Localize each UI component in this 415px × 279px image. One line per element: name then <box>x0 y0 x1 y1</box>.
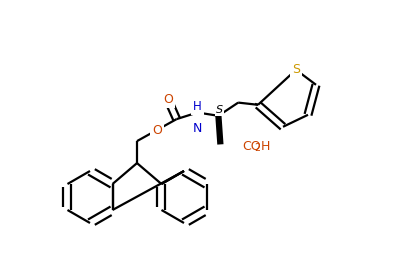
Text: H: H <box>260 140 270 153</box>
Text: S: S <box>216 105 223 115</box>
Text: 2: 2 <box>254 143 261 153</box>
Text: CO: CO <box>242 140 261 153</box>
Text: S: S <box>292 63 300 76</box>
Text: O: O <box>152 124 162 137</box>
Text: H: H <box>193 100 202 114</box>
Text: N: N <box>193 121 202 134</box>
Text: O: O <box>163 93 173 106</box>
